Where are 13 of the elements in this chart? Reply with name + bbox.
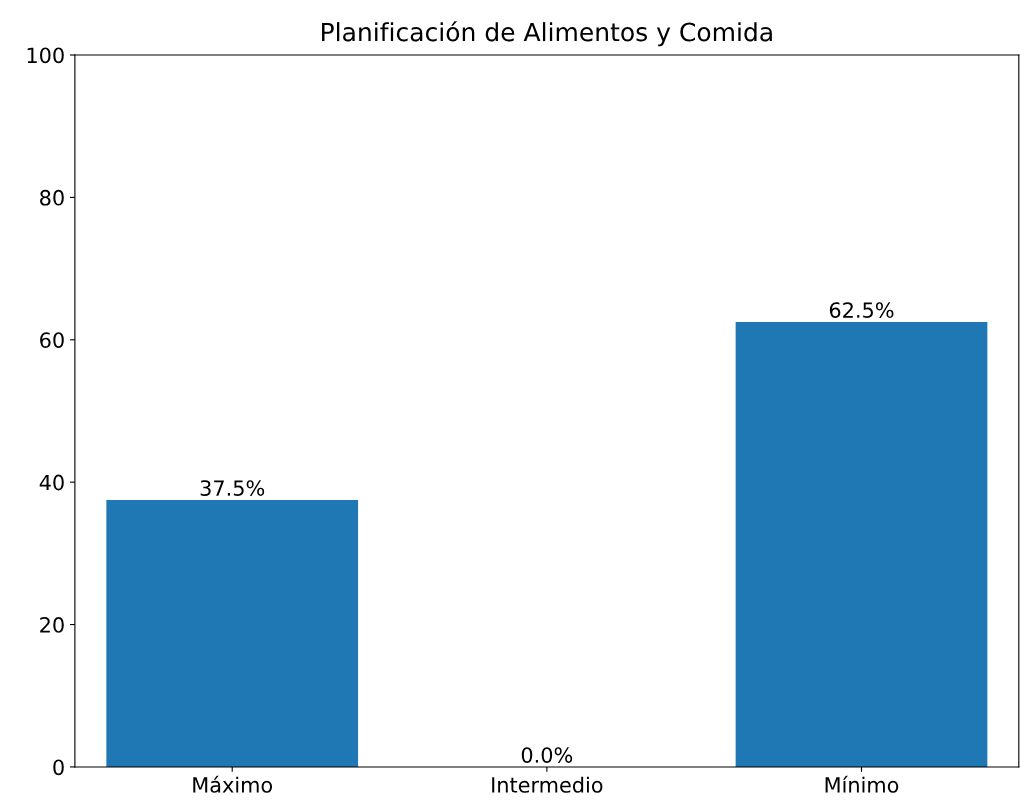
chart-title: Planificación de Alimentos y Comida — [322, 21, 772, 47]
y-tick-label: 60 — [40, 332, 64, 348]
data-label: 37.5% — [200, 480, 265, 496]
data-label: 0.0% — [521, 747, 573, 763]
x-tick-label: Mínimo — [825, 775, 899, 793]
y-tick-label: 80 — [40, 189, 64, 206]
x-tick-label: Máximo — [193, 775, 273, 793]
y-tick-label: 40 — [39, 474, 64, 491]
data-label: 62.5% — [829, 302, 894, 318]
y-tick-label: 0 — [53, 759, 64, 776]
x-tick-label: Intermedio — [492, 776, 603, 793]
y-tick-label: 100 — [27, 47, 64, 64]
y-tick-label: 20 — [40, 617, 64, 633]
